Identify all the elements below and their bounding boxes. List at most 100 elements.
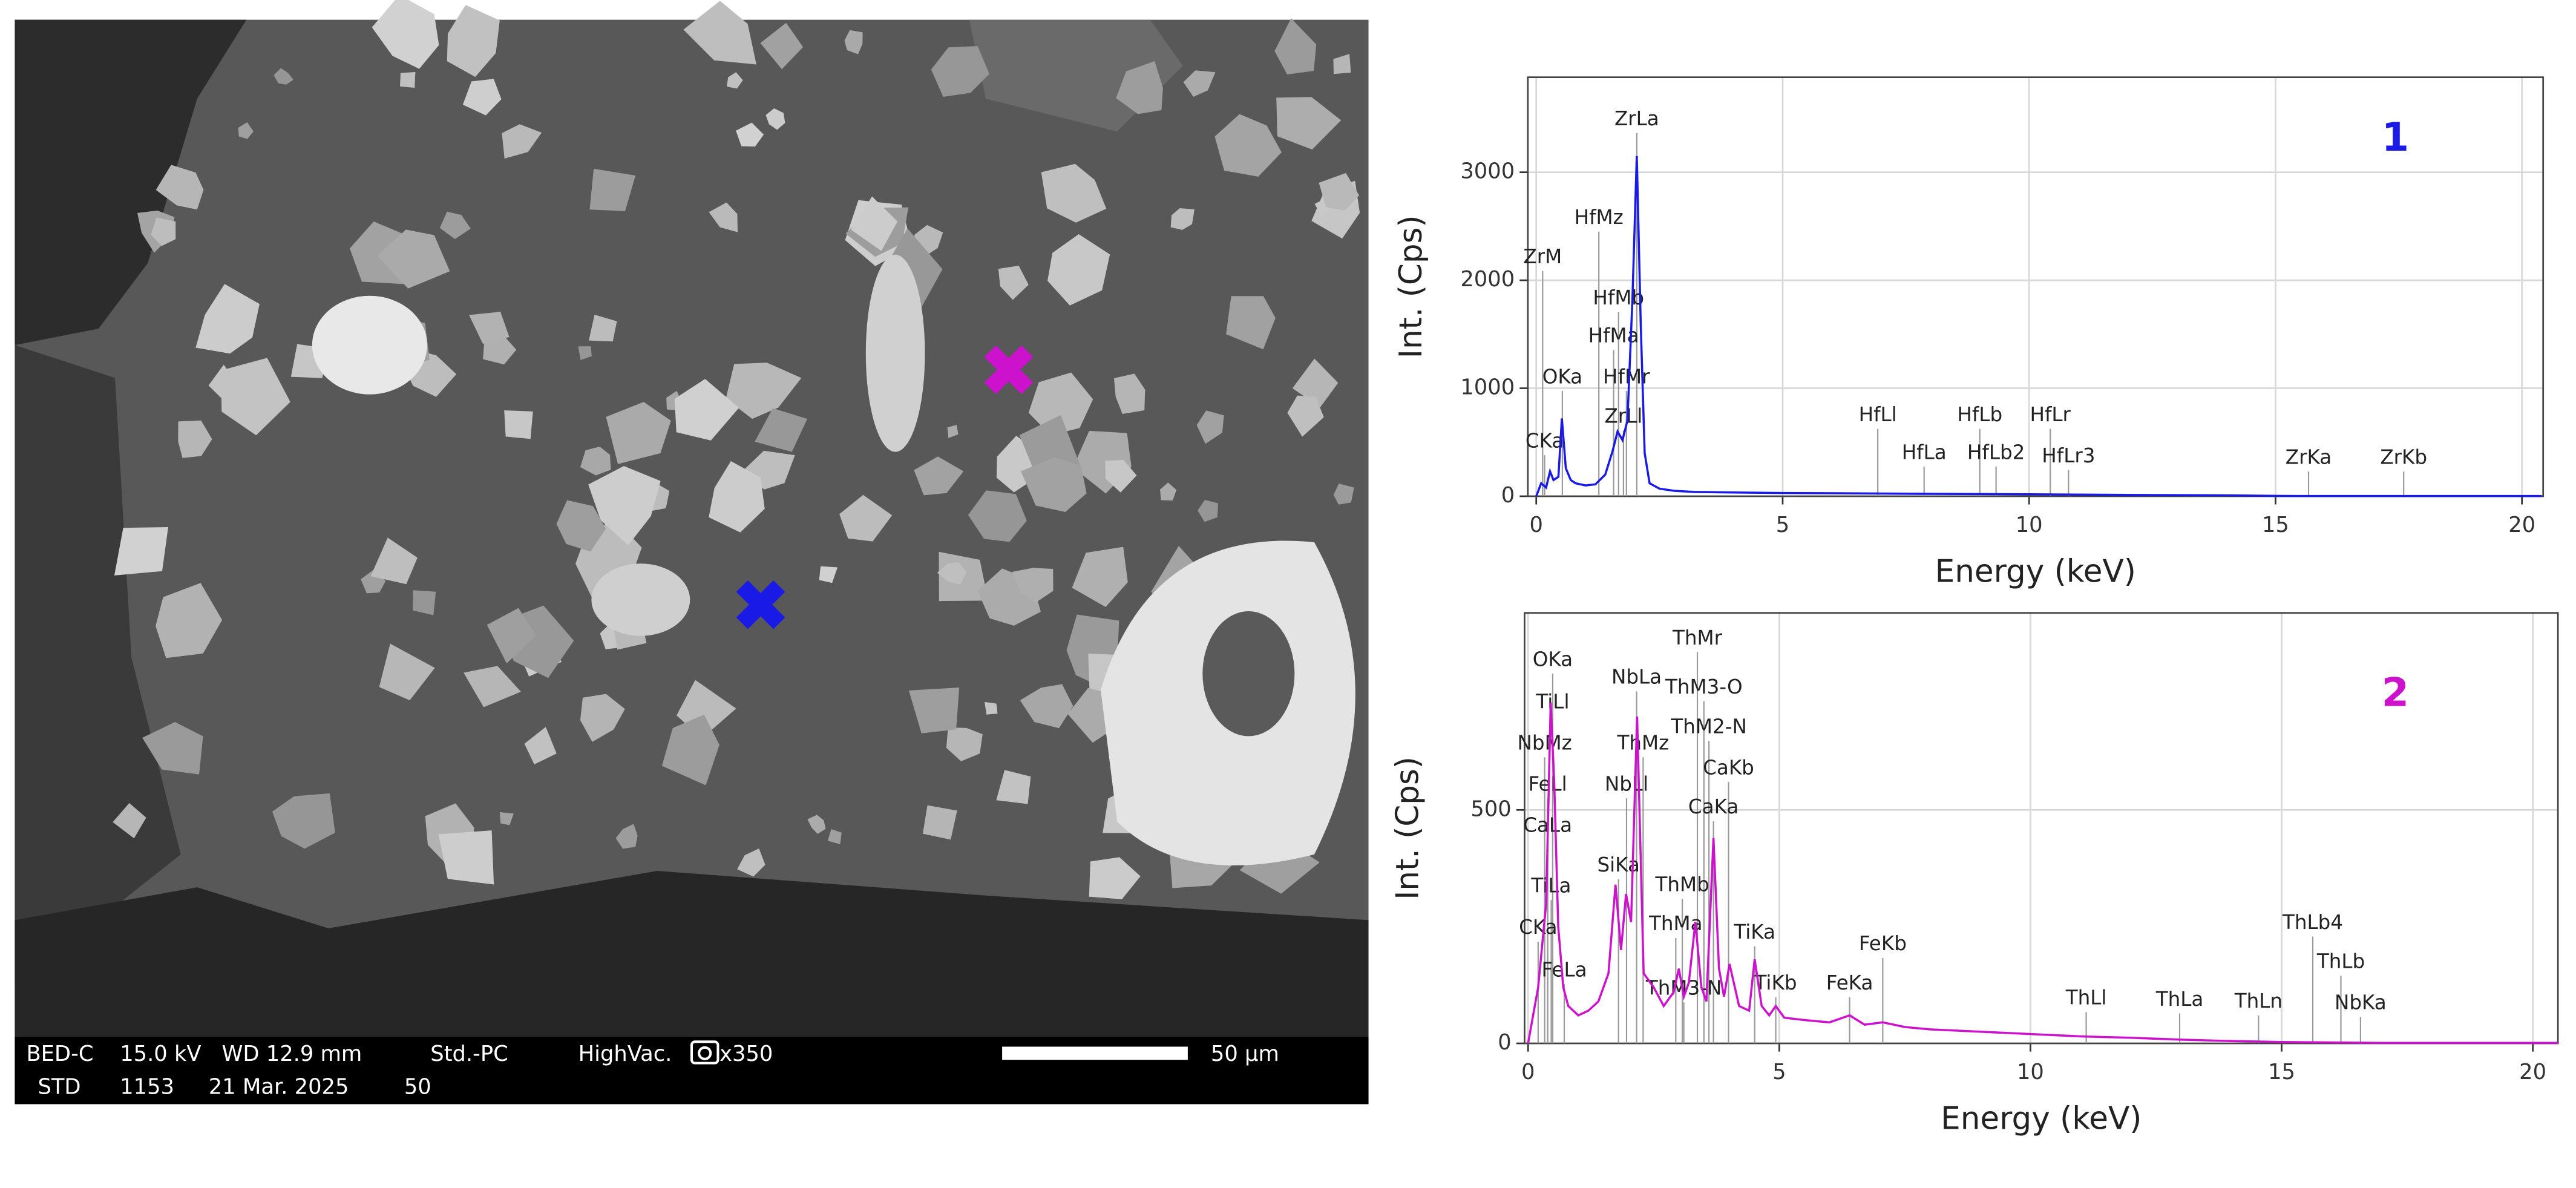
sem-crystal (483, 335, 517, 365)
y-tick-label: 0 (1501, 483, 1515, 508)
y-tick-label: 3000 (1460, 159, 1515, 184)
chart-title: 2 (2382, 671, 2409, 716)
peak-label: ZrLl (1604, 405, 1642, 428)
sem-crystal (1319, 172, 1360, 211)
sem-crystal (1214, 114, 1282, 177)
sem-crystal (606, 402, 671, 464)
x-tick-label: 0 (1529, 513, 1542, 537)
sem-crystal (1292, 358, 1339, 408)
sem-crystal (1020, 684, 1073, 729)
sem-crystal (178, 420, 212, 458)
peak-label: CaKb (1703, 756, 1754, 779)
sem-crystal (1012, 568, 1054, 603)
sem-crystal (709, 461, 765, 533)
spectrum-chart: 0 5 10 15 200100020003000ZrLaHfMzZrMHfMbHfMa… (1393, 76, 2545, 590)
peak-label: TiKb (1754, 971, 1797, 994)
y-tick-label: 0 (1498, 1030, 1511, 1055)
sem-crystal (947, 425, 959, 438)
info-text: 15.0 kV (120, 1042, 201, 1066)
x-tick-label: 20 (2508, 513, 2535, 537)
peak-label: ThM2-N (1670, 715, 1746, 738)
peak-label: NbKa (2335, 991, 2387, 1014)
peak-label: ThLb (2316, 950, 2365, 973)
peak-label: ThLb4 (2282, 911, 2343, 934)
sem-crystal (589, 314, 617, 342)
y-tick-label: 1000 (1460, 375, 1515, 400)
x-tick-label: 0 (1521, 1060, 1535, 1085)
sem-crystal (462, 79, 502, 116)
sem-crystal (499, 812, 514, 825)
plot-area (1527, 77, 2543, 496)
sem-crystal (1089, 857, 1141, 899)
sem-dark-region (15, 19, 247, 346)
x-tick-label: 10 (2017, 1060, 2044, 1085)
sem-crystal (765, 108, 785, 130)
sem-crystal (1041, 163, 1107, 223)
sem-crystal (946, 727, 983, 761)
sem-crystal (1116, 61, 1163, 114)
sem-crystal (1113, 373, 1145, 414)
info-text: 21 Mar. 2025 (209, 1074, 349, 1099)
sem-crystal (1333, 54, 1351, 74)
sem-crystal (524, 727, 557, 765)
scale-bar-label: 50 µm (1211, 1042, 1279, 1066)
sem-crystal (156, 165, 204, 210)
peak-label: ZrKb (2380, 446, 2427, 469)
sem-crystal (274, 68, 293, 85)
sem-crystal (661, 714, 719, 786)
sem-crystal (372, 0, 439, 69)
sem-crystal (1276, 97, 1342, 150)
sem-crystal (195, 284, 260, 354)
sem-crystal (615, 824, 638, 849)
info-text: Std.-PC (430, 1042, 508, 1066)
sem-crystal (674, 379, 739, 441)
sem-crystal (851, 196, 898, 251)
sem-bright-blob (591, 563, 690, 636)
sem-crystal (221, 358, 290, 436)
y-axis-label: Int. (Cps) (1393, 215, 1429, 358)
spot-marker (984, 345, 1034, 395)
info-text: BED-C (26, 1042, 93, 1066)
scale-bar (1002, 1046, 1188, 1060)
sem-crystal (1105, 459, 1137, 493)
peak-label: FeKa (1826, 971, 1873, 994)
peak-label: CKa (1519, 916, 1557, 939)
peak-label: TiKa (1733, 921, 1775, 944)
sem-crystal (1047, 234, 1110, 306)
info-text: x350 (719, 1042, 773, 1066)
sem-crystal (736, 122, 764, 147)
sem-bright-blob (865, 254, 925, 452)
sem-crystal (1072, 546, 1128, 607)
sem-crystal (1028, 372, 1093, 435)
sem-crystal (839, 494, 893, 542)
sem-crystal (1196, 410, 1224, 444)
sem-crystal (464, 666, 521, 707)
sem-crystal (1287, 395, 1324, 437)
info-text: HighVac. (578, 1042, 672, 1066)
peak-label: ThMr (1672, 626, 1723, 649)
spectrum-chart: 0 5 10 15 200500OKaTiLlNbMzFeLlCaLaTiLaCKaFe… (1389, 612, 2559, 1137)
sem-crystal (377, 229, 450, 289)
peak-label: TiLl (1535, 691, 1569, 714)
x-tick-label: 20 (2519, 1060, 2546, 1085)
peak-label: HfMz (1575, 206, 1624, 229)
sem-crystal (827, 829, 842, 844)
peak-label: FeKb (1859, 932, 1907, 955)
sem-crystal (1226, 296, 1276, 350)
sem-crystal (400, 71, 416, 88)
sem-crystal (502, 124, 542, 159)
spectrum-line (1527, 702, 2558, 1045)
info-text: 50 (404, 1074, 431, 1099)
sem-crystal (998, 266, 1029, 300)
peak-label: ThLn (2234, 989, 2283, 1012)
sem-crystal (142, 721, 203, 775)
spot-marker (736, 580, 785, 629)
sem-crystal (908, 687, 960, 733)
plot-frame (1527, 76, 2545, 497)
peak-label: OKa (1542, 365, 1582, 388)
peak-label: NbMz (1518, 732, 1572, 755)
x-axis-label: Energy (keV) (1941, 1101, 2142, 1137)
sem-crystal (1183, 70, 1216, 97)
sem-crystal (931, 46, 989, 97)
